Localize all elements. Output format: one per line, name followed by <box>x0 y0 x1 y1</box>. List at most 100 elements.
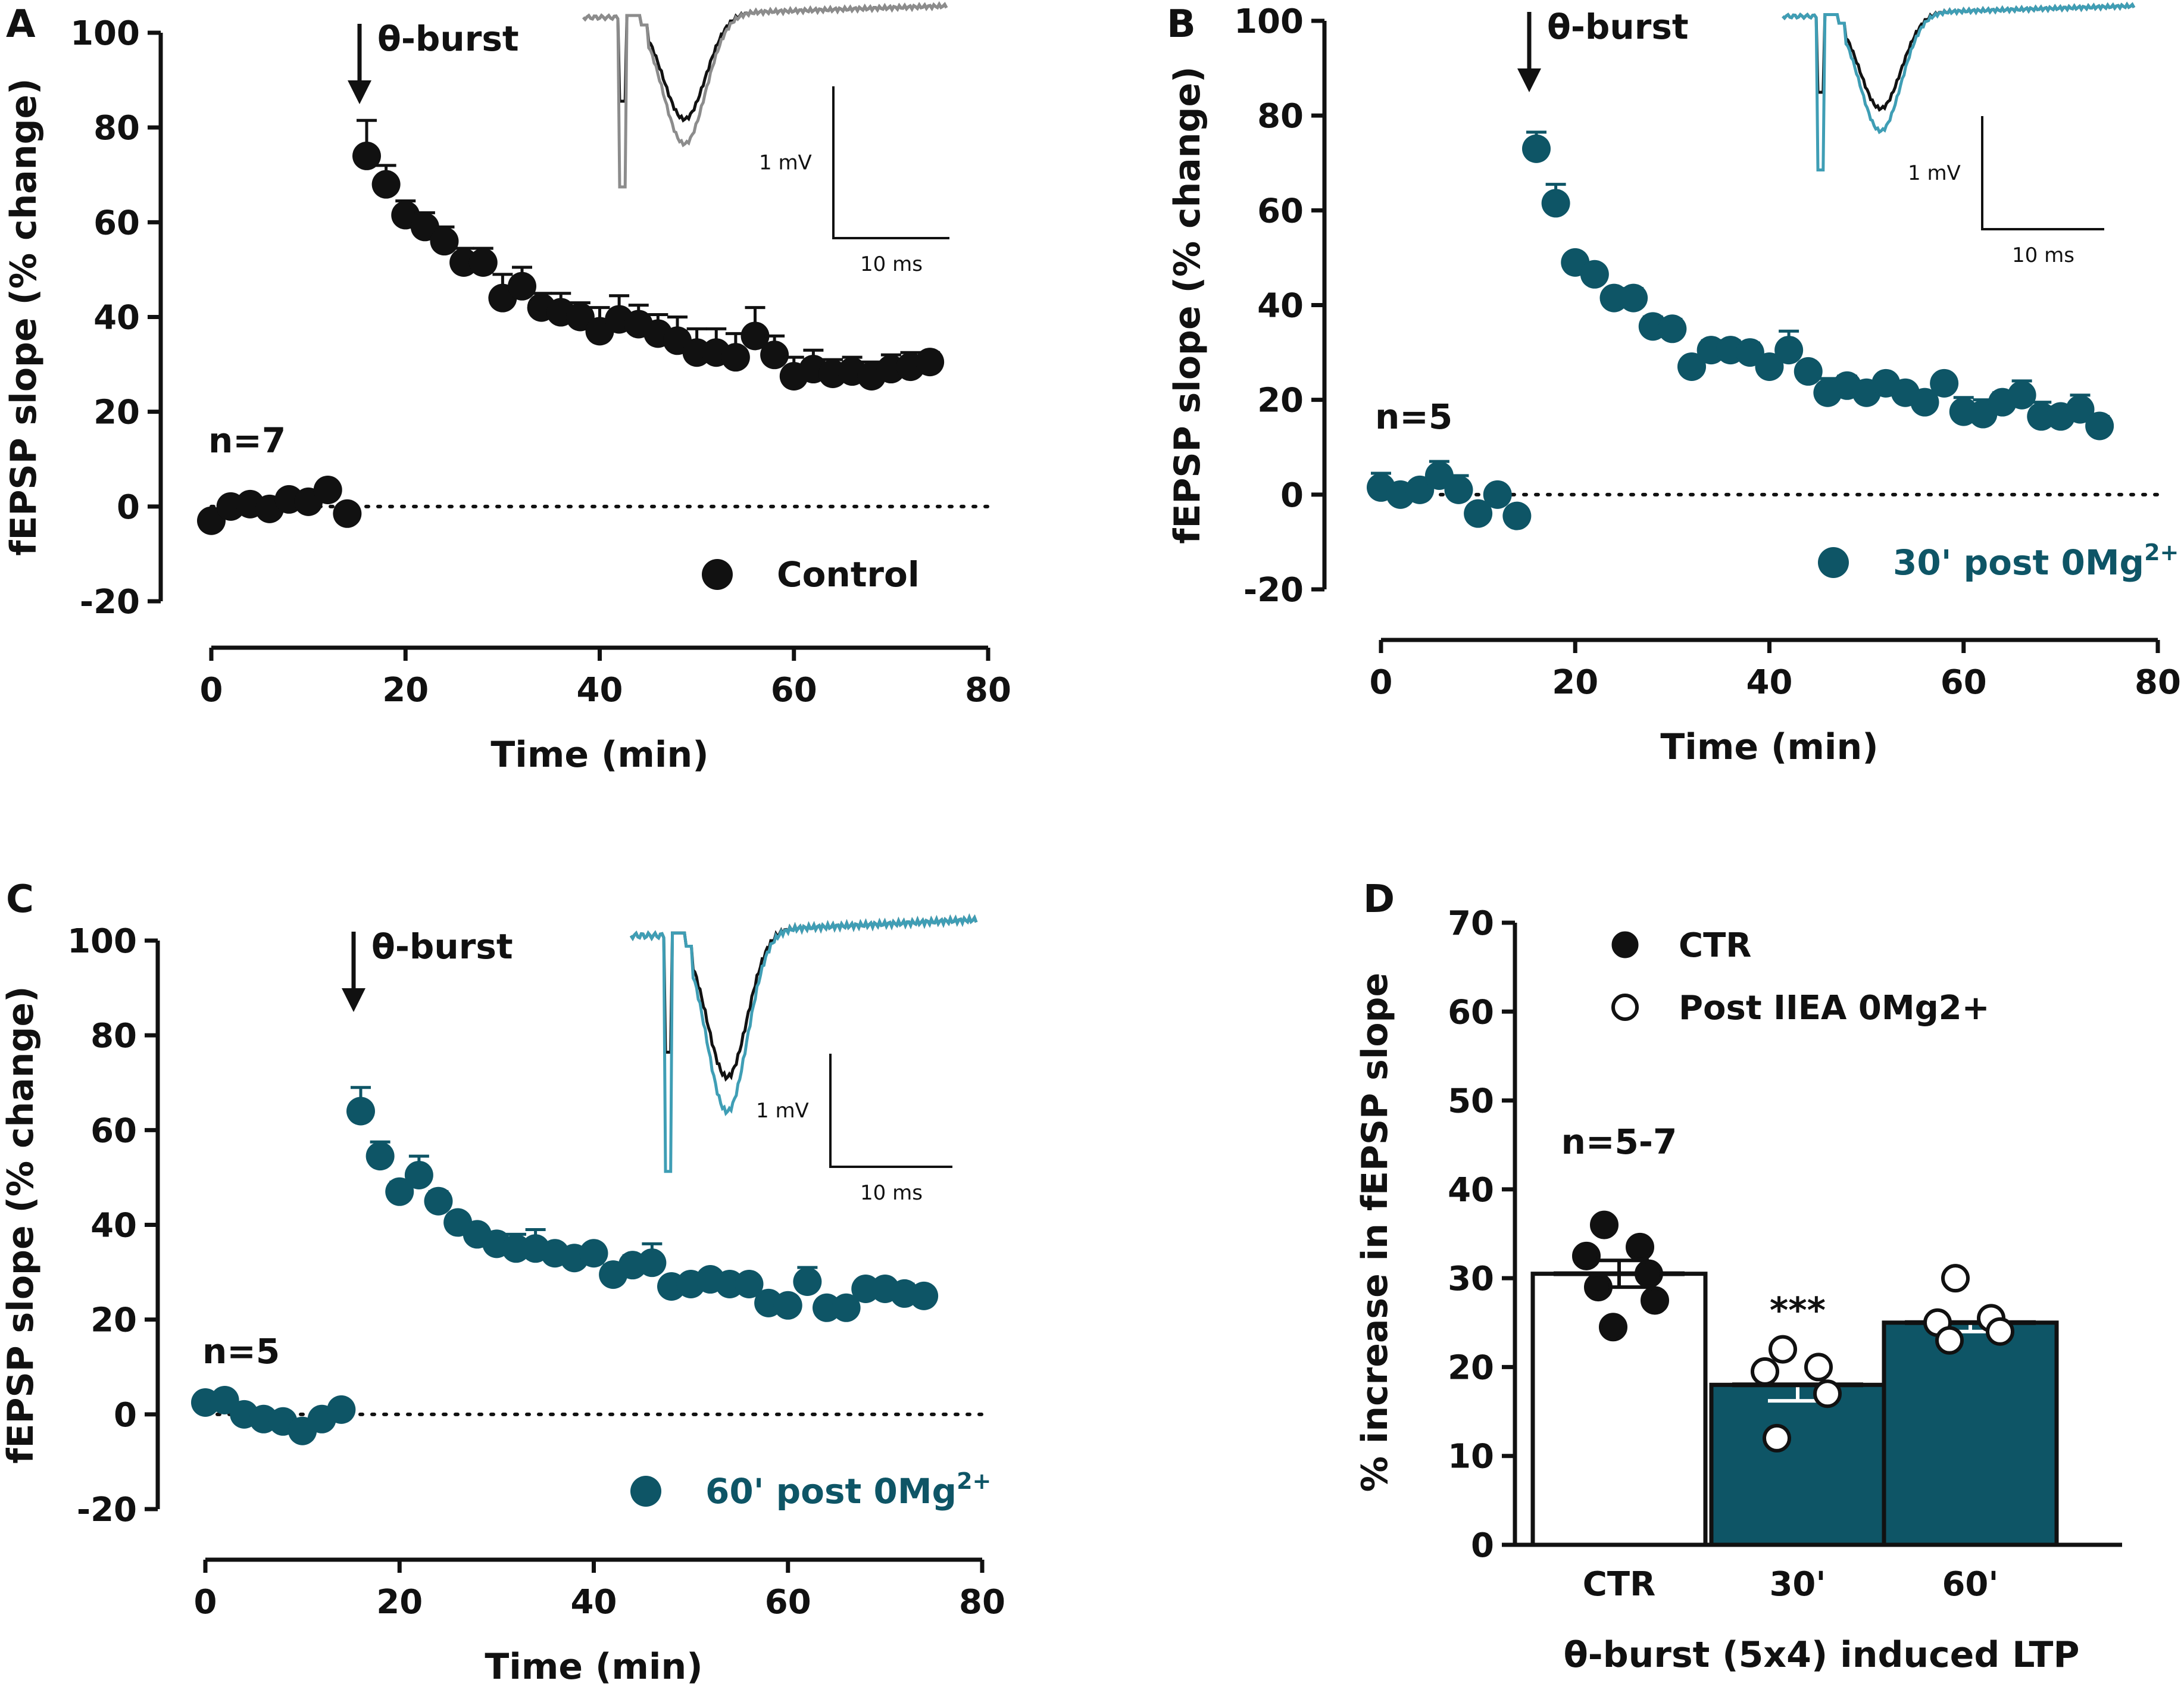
x-tick-label: 20 <box>1552 663 1598 702</box>
y-tick-label: 0 <box>117 488 140 527</box>
stimulus-label-c: θ-burst <box>371 926 513 967</box>
data-point <box>385 1177 414 1206</box>
individual-point <box>1941 1264 1970 1293</box>
x-tick-label: 60 <box>765 1583 811 1622</box>
trace-post-ltp <box>1782 1 2136 171</box>
individual-point <box>1584 1273 1613 1302</box>
data-point <box>1658 314 1687 343</box>
bar-2 <box>1882 1320 2059 1547</box>
data-point <box>1444 475 1473 504</box>
x-category-label: CTR <box>1583 1565 1655 1604</box>
n-label-b: n=5 <box>1375 396 1452 437</box>
panel-letter-d: D <box>1363 877 1395 922</box>
stimulus-arrowhead <box>348 80 371 104</box>
scale-bar-voltage-c: 1 mV <box>756 1099 809 1123</box>
significance-label: *** <box>1770 1290 1826 1332</box>
data-point <box>365 1142 395 1171</box>
y-axis-d: 0 10 20 30 40 50 60 70 <box>1448 904 1517 1565</box>
x-tick-label: 40 <box>571 1583 617 1622</box>
y-tick-label: -20 <box>1243 571 1304 610</box>
x-tick-label: 0 <box>200 671 223 710</box>
y-tick-label: -20 <box>80 583 140 621</box>
individual-point <box>1572 1241 1601 1270</box>
bar-1 <box>1709 1382 1886 1547</box>
data-points-c <box>191 1086 939 1507</box>
legend-marker <box>630 1476 661 1507</box>
y-tick-label: 20 <box>90 1301 137 1340</box>
data-point <box>741 321 770 351</box>
x-axis-d: CTR 30' 60' <box>1515 1542 2122 1604</box>
y-tick-label: 100 <box>67 922 137 961</box>
individual-point <box>1641 1286 1669 1315</box>
data-point <box>1580 260 1609 289</box>
inset-trace-c <box>342 913 978 1173</box>
x-axis-title-c: Time (min) <box>485 1646 702 1688</box>
data-point <box>1522 134 1551 163</box>
individual-point <box>1599 1313 1627 1342</box>
stimulus-label-a: θ-burst <box>377 18 519 59</box>
trace-baseline <box>582 1 948 123</box>
y-tick-label: -20 <box>77 1491 137 1529</box>
x-tick-label: 80 <box>965 671 1011 710</box>
panel-letter-c: C <box>6 877 34 922</box>
n-label-c: n=5 <box>202 1331 280 1372</box>
data-point <box>508 271 536 301</box>
x-axis-title-d: θ-burst (5x4) induced LTP <box>1564 1634 2080 1676</box>
individual-point <box>1935 1326 1964 1355</box>
y-tick-label: 0 <box>1280 476 1304 515</box>
y-axis-title-a: fEPSP slope (% change) <box>3 78 45 555</box>
data-point <box>1755 352 1784 381</box>
y-tick-label: 20 <box>1257 382 1304 420</box>
data-point <box>333 499 362 528</box>
scale-bar-time-c: 10 ms <box>860 1181 923 1205</box>
individual-point <box>1986 1317 2014 1346</box>
y-tick-label: 40 <box>1448 1171 1494 1210</box>
data-point <box>1774 336 1804 365</box>
data-point <box>352 141 381 170</box>
x-tick-label: 40 <box>577 671 623 710</box>
legend-superscript-b: 2+ <box>2144 539 2179 566</box>
data-points-a <box>197 118 945 590</box>
trace-post-ltp <box>582 1 948 189</box>
trace-post-ltp <box>629 913 978 1173</box>
legend-marker-ctr <box>1611 931 1639 958</box>
stimulus-arrowhead <box>342 988 365 1012</box>
x-axis-c: 0 20 40 60 80 <box>194 1412 1005 1622</box>
x-axis-a: 0 20 40 60 80 <box>200 504 1011 710</box>
data-point <box>430 227 459 256</box>
scale-bar-time-b: 10 ms <box>2012 243 2074 267</box>
legend-text-b: 30' post 0Mg <box>1893 542 2144 583</box>
legend-superscript-c: 2+ <box>957 1468 991 1494</box>
y-tick-label: 30 <box>1448 1260 1494 1298</box>
y-axis-title-c: fEPSP slope (% change) <box>0 986 42 1463</box>
y-tick-label: 50 <box>1448 1082 1494 1121</box>
y-tick-label: 20 <box>1448 1348 1494 1387</box>
x-axis-b: 0 20 40 60 80 <box>1370 492 2181 702</box>
data-point <box>579 1239 608 1268</box>
x-axis-title-a: Time (min) <box>490 734 708 776</box>
y-axis-a: -20 0 20 40 60 80 100 <box>70 14 163 621</box>
x-tick-label: 60 <box>771 671 817 710</box>
trace-baseline <box>1782 1 2136 112</box>
y-tick-label: 40 <box>93 299 140 338</box>
data-points-d <box>1572 931 2014 1453</box>
legend-label-post-iiea: Post IIEA 0Mg2+ <box>1679 989 1990 1027</box>
y-tick-label: 60 <box>1448 993 1494 1032</box>
y-tick-label: 70 <box>1448 904 1494 943</box>
y-tick-label: 100 <box>70 14 140 53</box>
y-tick-label: 20 <box>93 393 140 432</box>
scale-bar-time-a: 10 ms <box>860 252 923 276</box>
x-tick-label: 0 <box>194 1583 217 1622</box>
x-tick-label: 0 <box>1370 663 1393 702</box>
y-tick-label: 40 <box>1257 287 1304 326</box>
individual-point <box>1804 1353 1833 1382</box>
scale-bar <box>829 1054 952 1168</box>
n-label-a: n=7 <box>208 420 286 461</box>
data-point <box>760 341 789 370</box>
data-point <box>793 1267 822 1296</box>
scale-bar <box>832 86 949 239</box>
legend-label-b: 30' post 0Mg2+ <box>1893 539 2179 583</box>
y-tick-label: 80 <box>1257 97 1304 136</box>
